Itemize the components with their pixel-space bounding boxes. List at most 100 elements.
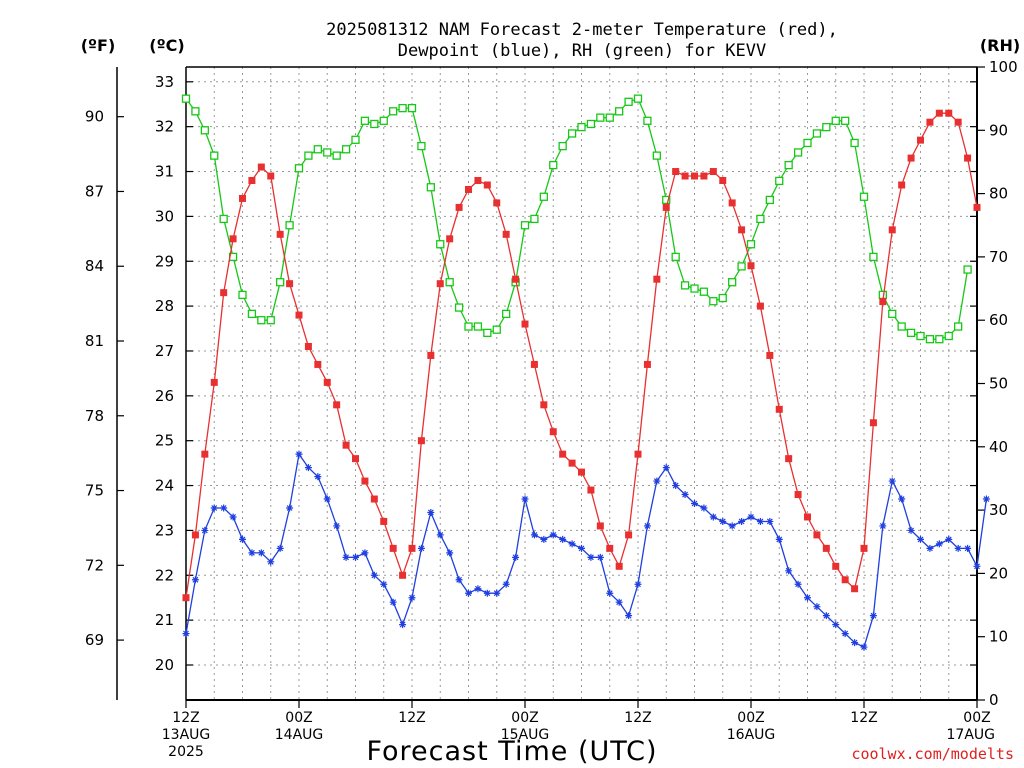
- temperature-point: [662, 203, 670, 211]
- x-tick-label: 12Z: [624, 710, 651, 726]
- rh-tick-label: 50: [989, 375, 1008, 393]
- rh-point: [379, 116, 388, 125]
- fahrenheit-tick-label: 75: [85, 482, 104, 500]
- temperature-point: [446, 235, 454, 243]
- dewpoint-point: [578, 544, 585, 552]
- dewpoint-point: [304, 464, 312, 472]
- rh-point: [756, 214, 765, 224]
- dewpoint-point: [436, 531, 444, 539]
- dewpoint-point: [935, 540, 943, 548]
- rh-point: [944, 331, 953, 341]
- rh-point: [294, 164, 304, 173]
- x-axis-title: Forecast Time (UTC): [366, 736, 657, 767]
- dewpoint-point: [907, 526, 915, 534]
- temperature-point: [201, 450, 209, 458]
- dewpoint-point: [483, 589, 491, 597]
- credit-text: coolwx.com/modelts: [851, 745, 1014, 763]
- dewpoint-point: [512, 553, 520, 561]
- rh-point: [963, 265, 972, 274]
- rh-series-line: [185, 97, 969, 340]
- rh-unit-label: (RH): [980, 36, 1020, 55]
- rh-point: [417, 141, 426, 151]
- dewpoint-point: [248, 549, 256, 557]
- temperature-point: [361, 477, 369, 485]
- dewpoint-point: [521, 495, 529, 503]
- dewpoint-point: [615, 598, 623, 606]
- dewpoint-point: [719, 517, 727, 525]
- dewpoint-point: [813, 603, 821, 611]
- rh-point: [285, 221, 294, 230]
- temperature-point: [728, 199, 736, 207]
- dewpoint-point: [370, 571, 378, 579]
- temperature-point: [596, 522, 604, 530]
- dewpoint-point: [822, 612, 830, 620]
- fahrenheit-tick-label: 72: [85, 556, 104, 574]
- dewpoint-point: [700, 504, 708, 512]
- rh-point: [257, 316, 266, 325]
- rh-point: [492, 325, 501, 334]
- dewpoint-point: [738, 517, 746, 525]
- dewpoint-point: [587, 553, 595, 561]
- celsius-tick-label: 30: [155, 207, 174, 225]
- dewpoint-point: [361, 549, 369, 557]
- rh-point: [954, 322, 963, 331]
- rh-point: [276, 278, 285, 287]
- temperature-point: [333, 401, 341, 409]
- temperature-point: [719, 177, 727, 185]
- rh-point: [831, 116, 840, 125]
- rh-point: [784, 160, 793, 170]
- x-tick-label: 00Z: [737, 710, 764, 726]
- rh-point: [888, 309, 897, 319]
- temperature-point: [634, 450, 642, 458]
- temperature-point: [766, 351, 774, 359]
- temperature-point: [926, 118, 934, 126]
- temperature-point: [276, 230, 284, 238]
- dewpoint-point: [728, 522, 736, 530]
- temperature-point: [295, 311, 303, 319]
- temperature-point: [304, 342, 312, 350]
- x-tick-label: 14AUG: [275, 727, 324, 743]
- temperature-point: [549, 428, 557, 436]
- temperature-point: [832, 562, 840, 570]
- temperature-point: [794, 491, 802, 499]
- temperature-point: [239, 194, 246, 202]
- temperature-point: [898, 181, 906, 189]
- temperature-point: [530, 360, 538, 368]
- rh-point: [247, 309, 257, 319]
- dewpoint-point: [681, 491, 689, 499]
- temperature-point: [879, 298, 887, 306]
- dewpoint-point: [964, 544, 972, 552]
- x-tick-label: 17AUG: [947, 727, 996, 743]
- temperature-point: [653, 275, 661, 283]
- rh-point: [605, 113, 614, 122]
- temperature-point: [756, 302, 764, 310]
- dewpoint-point: [465, 589, 472, 597]
- x-tick-label: 12Z: [398, 710, 425, 726]
- temperature-point: [229, 235, 237, 243]
- temperature-point: [907, 154, 915, 162]
- temperature-point: [389, 544, 397, 552]
- dewpoint-point: [926, 544, 934, 552]
- celsius-tick-label: 20: [155, 656, 174, 674]
- temperature-point: [917, 136, 924, 144]
- temperature-point: [314, 360, 322, 368]
- celsius-tick-label: 25: [155, 432, 174, 450]
- rh-point: [680, 281, 690, 290]
- temperature-point: [681, 172, 689, 180]
- dewpoint-point: [794, 580, 802, 588]
- dewpoint-point: [747, 513, 755, 521]
- temperature-point: [935, 109, 943, 117]
- dewpoint-point: [634, 580, 642, 588]
- rh-point: [841, 116, 850, 125]
- dewpoint-point: [559, 535, 567, 543]
- dewpoint-point: [295, 450, 303, 458]
- temperature-point: [521, 320, 529, 328]
- dewpoint-point: [530, 531, 538, 539]
- rh-point: [549, 160, 558, 170]
- fahrenheit-tick-label: 69: [85, 631, 104, 649]
- rh-point: [426, 183, 435, 192]
- temperature-point: [615, 562, 623, 570]
- dewpoint-point: [888, 477, 896, 485]
- temperature-point: [888, 226, 896, 234]
